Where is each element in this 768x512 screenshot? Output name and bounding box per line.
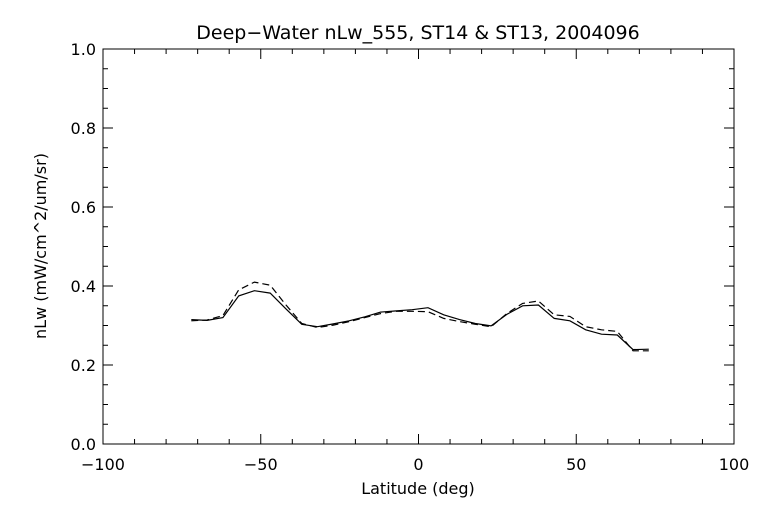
x-tick-label: 50 xyxy=(566,455,586,474)
plot-frame xyxy=(102,48,735,445)
series-line-dashed xyxy=(191,281,649,352)
axis-ticks xyxy=(102,48,735,445)
x-axis-label: Latitude (deg) xyxy=(361,479,475,498)
x-tick-label: 0 xyxy=(413,455,423,474)
y-tick-label: 0.6 xyxy=(71,198,96,217)
y-tick-label: 1.0 xyxy=(71,40,96,59)
y-tick-label: 0.2 xyxy=(71,356,96,375)
chart-title: Deep−Water nLw_555, ST14 & ST13, 2004096 xyxy=(196,22,640,44)
y-tick-label: 0.0 xyxy=(71,435,96,454)
y-tick-label: 0.8 xyxy=(71,119,96,138)
x-tick-label: 100 xyxy=(719,455,750,474)
y-axis-label: nLw (mW/cm^2/um/sr) xyxy=(31,153,50,339)
series-layer xyxy=(191,281,649,352)
axis-tick-labels: −100 −50 0 50 100 0.0 0.2 0.4 0.6 0.8 1.0 xyxy=(71,40,750,474)
y-tick-label: 0.4 xyxy=(71,277,96,296)
series-line-solid xyxy=(191,290,649,351)
x-tick-label: −100 xyxy=(81,455,125,474)
x-tick-label: −50 xyxy=(244,455,278,474)
